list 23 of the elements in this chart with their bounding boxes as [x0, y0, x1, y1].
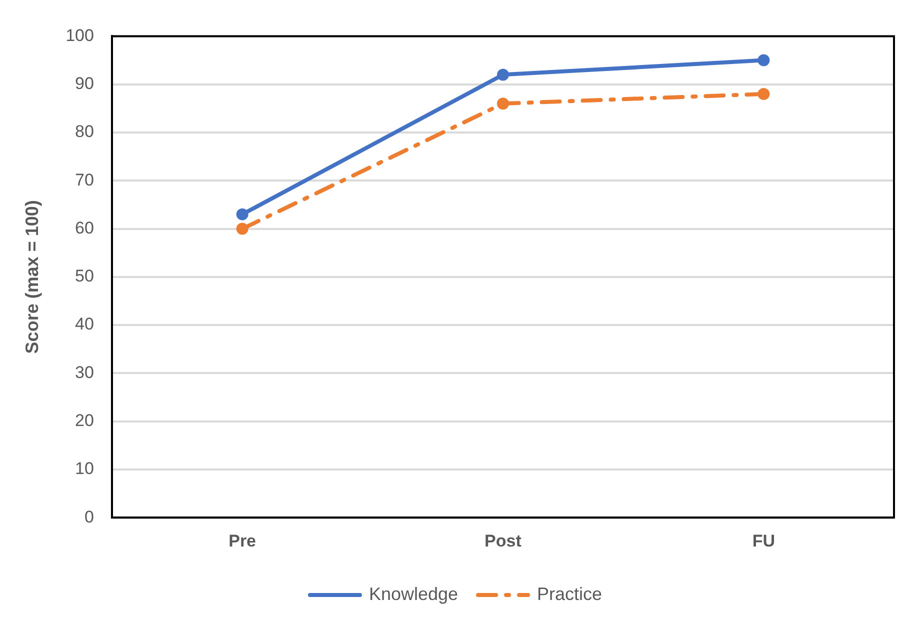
- x-tick-label: Post: [484, 531, 522, 550]
- y-tick-label: 50: [75, 266, 94, 286]
- legend-label: Knowledge: [368, 584, 458, 604]
- x-tick-label: Pre: [228, 531, 256, 550]
- point: [496, 98, 509, 110]
- point: [758, 88, 770, 100]
- y-tick-label: 80: [75, 122, 94, 142]
- point: [236, 208, 248, 220]
- y-tick-label: 20: [75, 411, 94, 430]
- y-tick-label: 100: [66, 26, 94, 45]
- point: [758, 54, 770, 66]
- y-tick-label: 90: [75, 74, 94, 94]
- legend-label: Practice: [537, 584, 602, 604]
- y-tick-label: 10: [75, 459, 94, 478]
- point: [236, 222, 248, 235]
- x-tick-label: FU: [752, 531, 775, 550]
- y-tick-label: 30: [75, 362, 94, 382]
- y-tick-label: 0: [84, 507, 94, 526]
- y-axis-title: Score (max = 100): [22, 200, 42, 354]
- point: [496, 68, 509, 81]
- y-tick-label: 70: [75, 170, 94, 190]
- y-tick-label: 40: [75, 314, 94, 334]
- y-tick-label: 60: [75, 218, 94, 238]
